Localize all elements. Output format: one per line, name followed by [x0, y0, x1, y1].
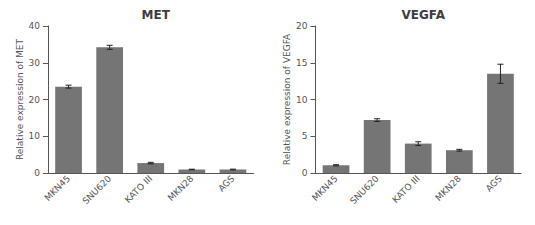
svg-text:AGS: AGS — [484, 173, 504, 193]
svg-text:10: 10 — [29, 131, 41, 141]
svg-text:20: 20 — [296, 21, 308, 31]
svg-text:40: 40 — [29, 21, 41, 31]
svg-text:VEGFA: VEGFA — [402, 8, 446, 22]
svg-text:10: 10 — [296, 95, 308, 105]
svg-text:KATO III: KATO III — [123, 173, 154, 204]
svg-text:MKN28: MKN28 — [433, 173, 463, 203]
svg-text:Relative expression of MET: Relative expression of MET — [15, 38, 25, 160]
svg-text:MKN28: MKN28 — [166, 173, 196, 203]
svg-text:15: 15 — [296, 58, 307, 68]
svg-text:5: 5 — [302, 131, 308, 141]
svg-text:SNU620: SNU620 — [348, 173, 381, 206]
svg-text:0: 0 — [302, 168, 308, 178]
svg-text:AGS: AGS — [216, 173, 236, 193]
svg-text:MKN45: MKN45 — [43, 173, 73, 203]
svg-text:0: 0 — [34, 168, 40, 178]
svg-text:SNU620: SNU620 — [81, 173, 114, 206]
svg-text:Relative expression of VEGFA: Relative expression of VEGFA — [282, 33, 292, 165]
svg-text:20: 20 — [29, 95, 41, 105]
svg-text:30: 30 — [29, 58, 41, 68]
svg-text:MKN45: MKN45 — [310, 173, 340, 203]
svg-text:KATO III: KATO III — [390, 173, 421, 204]
svg-text:MET: MET — [142, 8, 171, 22]
